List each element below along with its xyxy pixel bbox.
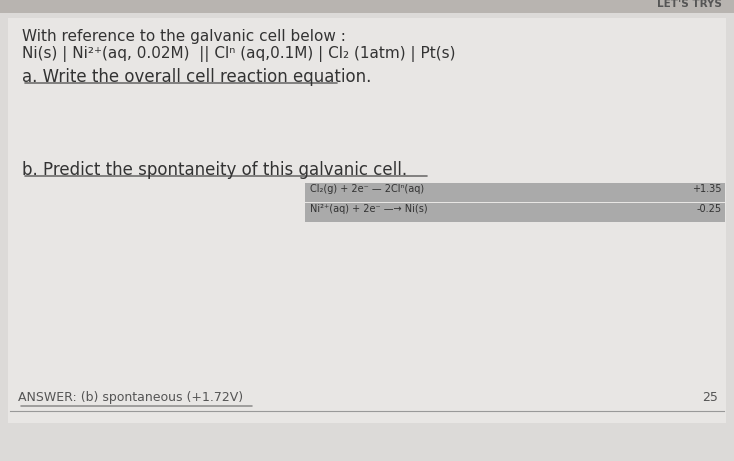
Text: LET'S TRYS: LET'S TRYS (657, 0, 722, 9)
FancyBboxPatch shape (305, 203, 725, 222)
Text: ANSWER: (b) spontaneous (+1.72V): ANSWER: (b) spontaneous (+1.72V) (18, 391, 243, 404)
Text: -0.25: -0.25 (697, 204, 722, 214)
Text: a. Write the overall cell reaction equation.: a. Write the overall cell reaction equat… (22, 68, 371, 86)
Text: +1.35: +1.35 (692, 184, 722, 194)
Text: With reference to the galvanic cell below :: With reference to the galvanic cell belo… (22, 29, 346, 44)
FancyBboxPatch shape (305, 183, 725, 202)
Text: b. Predict the spontaneity of this galvanic cell.: b. Predict the spontaneity of this galva… (22, 161, 407, 179)
FancyBboxPatch shape (8, 18, 726, 423)
FancyBboxPatch shape (0, 0, 734, 13)
Text: 25: 25 (702, 391, 718, 404)
Text: Cl₂(g) + 2e⁻ — 2Clⁿ(aq): Cl₂(g) + 2e⁻ — 2Clⁿ(aq) (310, 184, 424, 194)
Text: Ni²⁺(aq) + 2e⁻ —→ Ni(s): Ni²⁺(aq) + 2e⁻ —→ Ni(s) (310, 204, 428, 214)
Text: Ni(s) | Ni²⁺(aq, 0.02M)  || Clⁿ (aq,0.1M) | Cl₂ (1atm) | Pt(s): Ni(s) | Ni²⁺(aq, 0.02M) || Clⁿ (aq,0.1M)… (22, 46, 456, 62)
